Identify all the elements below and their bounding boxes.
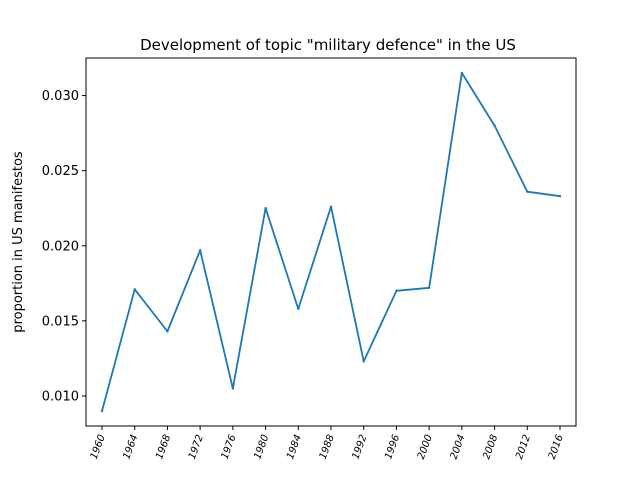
x-tick-label: 2016 — [547, 433, 566, 461]
y-axis-label: proportion in US manifestos — [11, 151, 26, 333]
data-point — [133, 288, 136, 291]
y-tick-label: 0.015 — [42, 314, 79, 329]
x-tick-label: 2012 — [514, 433, 533, 461]
data-point — [526, 190, 529, 193]
data-point — [558, 194, 562, 198]
y-tick-label: 0.030 — [42, 89, 79, 104]
data-point — [264, 207, 267, 210]
data-point — [329, 205, 333, 208]
x-tick-label: 2004 — [449, 433, 468, 461]
x-tick-label: 1988 — [318, 433, 337, 461]
x-tick-label: 1968 — [154, 433, 173, 461]
x-tick-label: 1992 — [350, 433, 369, 461]
data-point — [166, 330, 169, 333]
series-line — [101, 72, 561, 412]
x-tick-label: 1996 — [383, 433, 402, 461]
y-axis: 0.010 0.015 0.020 0.025 0.030 — [42, 89, 86, 404]
x-tick-label: 1984 — [285, 433, 304, 461]
chart-title: Development of topic "military defence" … — [140, 36, 516, 54]
x-tick-label: 1964 — [121, 433, 140, 461]
plot-area-frame — [85, 57, 577, 427]
data-point — [427, 286, 431, 290]
y-tick-label: 0.025 — [42, 164, 79, 179]
x-tick-label: 2000 — [416, 433, 435, 461]
x-tick-label: 1976 — [220, 433, 239, 461]
x-tick-label: 1980 — [252, 433, 271, 461]
y-tick-label: 0.020 — [42, 239, 79, 254]
data-point — [297, 307, 300, 311]
x-tick-label: 1960 — [89, 433, 108, 461]
data-point — [395, 289, 398, 293]
data-point — [231, 387, 235, 390]
x-tick-label: 2008 — [481, 433, 500, 461]
series-group — [100, 71, 562, 413]
x-tick-label: 1972 — [187, 433, 206, 461]
data-point — [460, 71, 464, 75]
y-tick-label: 0.010 — [42, 389, 79, 404]
x-axis: 1960 1964 1968 1972 1976 1980 1984 1988 1992 1996… — [89, 426, 566, 461]
data-point — [198, 249, 202, 252]
data-point — [362, 360, 365, 363]
data-point — [493, 124, 496, 127]
data-point — [100, 409, 104, 413]
